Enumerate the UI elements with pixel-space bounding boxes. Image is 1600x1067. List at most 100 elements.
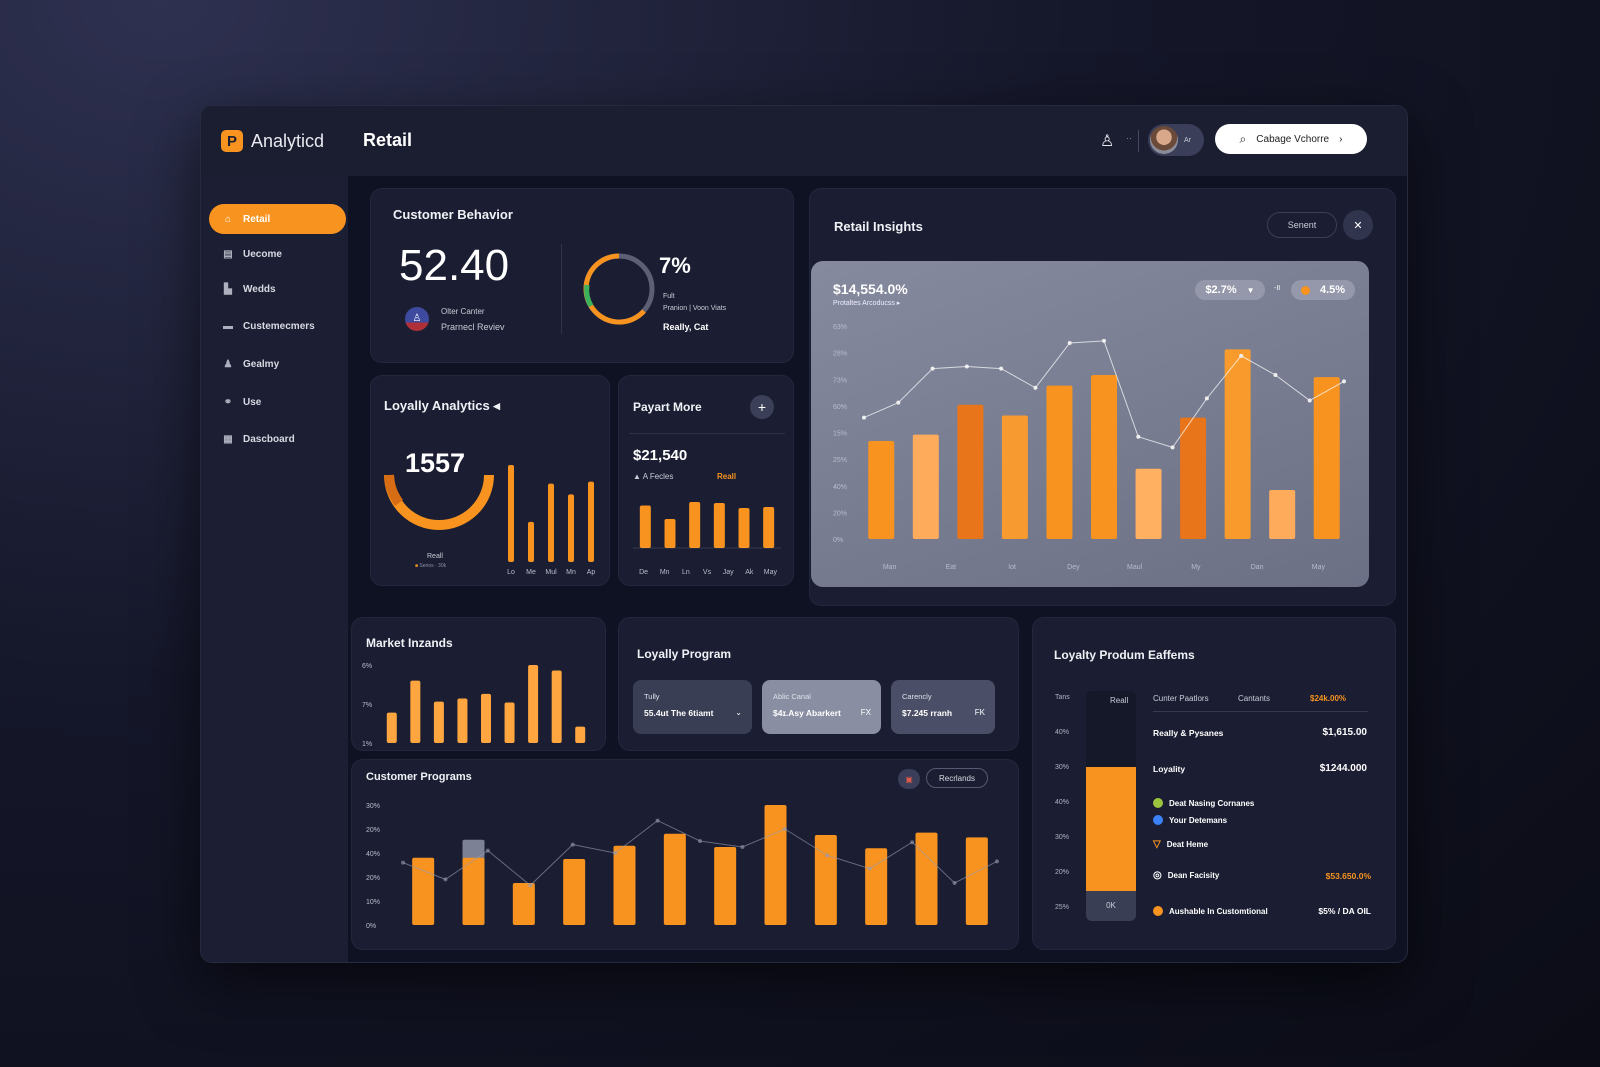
- user-menu[interactable]: Ar: [1148, 124, 1204, 156]
- progress-bar: 0K Reall: [1086, 691, 1136, 921]
- trend-point: [401, 860, 405, 865]
- senent-button[interactable]: Senent: [1267, 212, 1337, 238]
- program-tile[interactable]: Ablic Canal $4ɪ.Asy Abarkert FX: [762, 680, 881, 734]
- x-tick-label: May: [764, 569, 778, 576]
- bar: [481, 693, 491, 743]
- legend-item: ▽ Deat Heme: [1153, 839, 1371, 850]
- sidebar-item-retail[interactable]: ⌂ Retail: [209, 204, 346, 234]
- bar: [551, 670, 562, 743]
- legend-dot-icon: [1153, 798, 1163, 808]
- card-title: Loyally Program: [637, 647, 732, 661]
- app-name: Analyticd: [251, 130, 325, 151]
- trend-point: [782, 827, 787, 831]
- x-tick-label: Lo: [507, 569, 515, 576]
- close-button[interactable]: ✕: [1343, 210, 1373, 240]
- pin-icon: ▽: [1153, 839, 1161, 850]
- user-icon: ♟: [223, 358, 233, 370]
- y-tick-label: 60%: [833, 404, 847, 411]
- avatar: [1150, 126, 1178, 154]
- card-title: Customer Behavior: [393, 207, 513, 222]
- trend-point: [528, 883, 533, 888]
- program-tile[interactable]: Carencly $7.245 rranh FK: [891, 680, 995, 734]
- trend-point: [443, 877, 448, 882]
- x-tick-label: Maul: [1127, 564, 1143, 571]
- sidebar-item-label: Uecome: [243, 248, 282, 260]
- link-icon: ⚭: [223, 396, 233, 408]
- growth-chip[interactable]: 4.5%: [1291, 280, 1355, 300]
- behavior-label1: Fult: [663, 293, 675, 300]
- trend-label: ▲ A Fecles: [633, 472, 674, 481]
- trend-point: [910, 840, 915, 845]
- divider: [561, 244, 562, 334]
- flag-icon[interactable]: ▣: [898, 769, 920, 789]
- bar: [689, 502, 701, 548]
- bar: [664, 519, 676, 548]
- legend-item: Aushable In Customtional $5% / DA OIL: [1153, 906, 1371, 916]
- card-title: Loyalty Produm Eaffems: [1054, 648, 1195, 662]
- program-tile[interactable]: Tully 55.4ut The 6tiamt ⌄: [633, 680, 752, 734]
- bar: [528, 665, 539, 743]
- gauge-arc: [384, 474, 494, 530]
- progress-footer: 0K: [1086, 891, 1136, 921]
- progress-fill: [1086, 767, 1136, 891]
- insights-subtitle: Protaltes Arcoducss ▸: [833, 300, 901, 307]
- notification-icon[interactable]: ♙: [1100, 133, 1115, 150]
- legend-label: Your Detemans: [1169, 815, 1228, 825]
- card-title: Loyally Analytics ◂: [384, 398, 500, 413]
- x-tick-label: Mul: [545, 569, 557, 576]
- bar: [1224, 349, 1251, 539]
- sidebar: P Analyticd ⌂ Retail ▤ Uecome ▙ Wedds ▬ Custeme…: [201, 106, 348, 962]
- more-dots[interactable]: ··: [1126, 133, 1132, 143]
- legend-dot-icon: [1153, 815, 1163, 825]
- behavior-sub2: Prarnecl Reviev: [441, 322, 505, 332]
- legend-label: Deat Nasing Cornanes: [1169, 798, 1255, 808]
- bar: [563, 859, 586, 925]
- sidebar-item-gealmy[interactable]: ♟ Gealmy: [209, 349, 346, 379]
- retail-insights-chart: 63% 28% 73% 60% 15% 25% 40% 20% 0% Man Eat Iot Dey Ma…: [833, 324, 1346, 571]
- trend-point: [613, 851, 618, 855]
- tile-action[interactable]: FX: [860, 708, 871, 717]
- logo[interactable]: P Analyticd: [201, 106, 348, 176]
- row-value: $1244.000: [1319, 763, 1367, 774]
- y-tick: 20%: [1055, 869, 1070, 876]
- card-title: Customer Programs: [366, 771, 472, 783]
- bar: [433, 701, 444, 743]
- trend-point: [930, 366, 935, 371]
- y-tick-label: 40%: [833, 484, 847, 491]
- y-tick-label: 15%: [833, 431, 847, 438]
- y-tick: 30%: [1055, 764, 1070, 771]
- trend-point: [1273, 372, 1278, 377]
- chevron-down-icon[interactable]: ⌄: [735, 708, 742, 717]
- sidebar-item-wedds[interactable]: ▙ Wedds: [209, 274, 346, 304]
- recrlands-button[interactable]: Recrlands: [926, 768, 988, 788]
- x-tick-label: Me: [526, 569, 536, 576]
- card-title: Market Inzands: [366, 636, 453, 650]
- sidebar-item-label: Custemecmers: [243, 320, 315, 332]
- y-tick: Tans: [1055, 694, 1070, 701]
- sidebar-item-use[interactable]: ⚭ Use: [209, 387, 346, 417]
- x-tick-label: Vs: [703, 569, 712, 576]
- sidebar-item-custemecmers[interactable]: ▬ Custemecmers: [209, 311, 346, 341]
- period-dropdown[interactable]: $2.7% ▼: [1195, 280, 1265, 300]
- search-button[interactable]: ⌕ Cabage Vchorre ›: [1215, 124, 1367, 154]
- trend-point: [1239, 353, 1244, 358]
- close-icon: ✕: [1353, 219, 1363, 232]
- tile-value: 55.4ut The 6tiamt: [644, 708, 714, 718]
- bar: [386, 712, 397, 743]
- tile-label: Ablic Canal: [773, 692, 811, 701]
- add-button[interactable]: +: [750, 395, 774, 419]
- bar: [1091, 374, 1117, 539]
- sidebar-item-dascboard[interactable]: ▦ Dascboard: [209, 424, 346, 454]
- x-tick-label: Mn: [566, 569, 576, 576]
- y-tick-label: 30%: [366, 803, 380, 810]
- x-tick-label: Dey: [1067, 564, 1080, 571]
- sidebar-item-uecome[interactable]: ▤ Uecome: [209, 239, 346, 269]
- divider: [1153, 711, 1368, 712]
- table-icon: ▤: [223, 248, 233, 260]
- trend-point: [952, 881, 957, 885]
- sidebar-item-label: Gealmy: [243, 358, 280, 370]
- tile-action[interactable]: FK: [974, 708, 985, 717]
- trend-point: [1067, 341, 1072, 346]
- legend-label: Dean Facisity: [1167, 871, 1220, 880]
- bar: [814, 835, 837, 925]
